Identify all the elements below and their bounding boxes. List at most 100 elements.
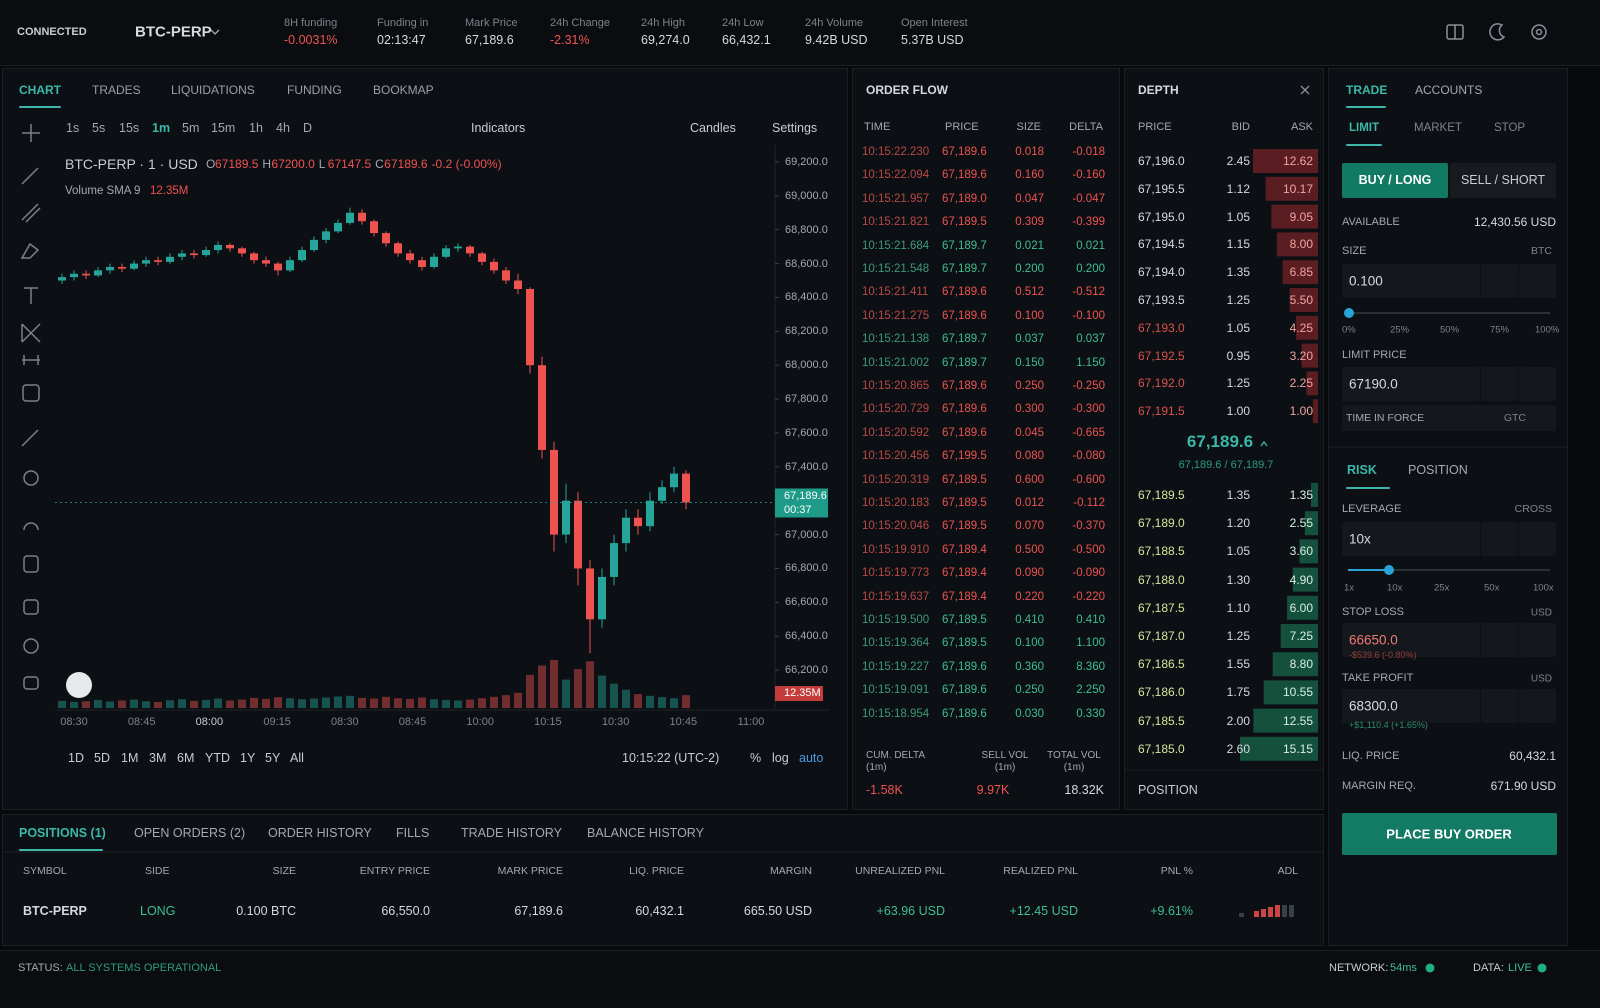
chart-tab[interactable]: BOOKMAP	[373, 83, 434, 97]
leverage-input[interactable]	[1342, 522, 1480, 556]
column-header: PNL %	[1160, 865, 1193, 877]
depth-ask: 2.25	[1289, 376, 1313, 391]
range-button[interactable]: 6M	[177, 751, 195, 765]
leverage-value[interactable]: 10x	[1349, 531, 1371, 547]
place-order-label[interactable]: PLACE BUY ORDER	[1386, 826, 1512, 842]
positions-tab[interactable]: OPEN ORDERS (2)	[134, 826, 246, 840]
interval-button[interactable]: 1m	[152, 121, 171, 135]
position-section[interactable]: POSITION	[1138, 783, 1198, 797]
depth-bar	[1280, 624, 1318, 648]
size-value[interactable]: 0.100	[1349, 273, 1383, 289]
scale-option[interactable]: auto	[799, 751, 824, 765]
interval-button[interactable]: 15m	[211, 121, 236, 135]
interval-button[interactable]: 5m	[182, 121, 200, 135]
chart-tab[interactable]: TRADES	[92, 83, 141, 97]
volume-bar	[154, 701, 162, 708]
range-button[interactable]: 1M	[121, 751, 139, 765]
trade-time: 10:15:18.954	[862, 707, 930, 720]
scale-option[interactable]: %	[750, 751, 762, 765]
trade-tab[interactable]: ACCOUNTS	[1415, 83, 1483, 97]
take-profit-value[interactable]: 68300.0	[1349, 698, 1398, 714]
stop-loss-value[interactable]: 66650.0	[1349, 632, 1398, 648]
range-button[interactable]: 3M	[149, 751, 167, 765]
range-button[interactable]: 5Y	[265, 751, 281, 765]
settings-button[interactable]: Settings	[772, 121, 818, 135]
depth-price: 67,192.0	[1138, 376, 1185, 391]
sell-button[interactable]	[1450, 163, 1556, 198]
order-type-tab[interactable]: MARKET	[1414, 122, 1462, 134]
range-button[interactable]: 5D	[94, 751, 110, 765]
indicators-button[interactable]: Indicators	[471, 121, 526, 135]
volume-bar	[622, 689, 630, 708]
stop-loss-input[interactable]	[1342, 623, 1480, 657]
order-type-tab[interactable]: STOP	[1494, 122, 1526, 134]
plus-button[interactable]	[1519, 623, 1556, 657]
buy-label[interactable]: BUY / LONG	[1358, 173, 1432, 187]
interval-button[interactable]: 15s	[119, 121, 140, 135]
chart-tab[interactable]: LIQUIDATIONS	[171, 83, 255, 97]
interval-button[interactable]: 4h	[276, 121, 290, 135]
positions-tab[interactable]: POSITIONS (1)	[19, 826, 106, 840]
plus-button[interactable]	[1519, 367, 1556, 401]
volume-bar	[250, 697, 258, 708]
field-label: TAKE PROFIT	[1342, 672, 1414, 684]
size-input[interactable]	[1342, 264, 1480, 298]
positions-tab[interactable]: BALANCE HISTORY	[587, 826, 704, 840]
positions-tab[interactable]: ORDER HISTORY	[268, 826, 372, 840]
tab-underline	[19, 106, 61, 108]
interval-button[interactable]: D	[303, 121, 313, 135]
candle-body	[118, 266, 126, 269]
range-button[interactable]: YTD	[205, 751, 230, 765]
trade-delta: 0.021	[1076, 239, 1105, 252]
plus-button[interactable]	[1519, 522, 1556, 556]
depth-bar	[1276, 232, 1318, 257]
field-unit: BTC	[1531, 245, 1552, 257]
chart-style-button[interactable]: Candles	[690, 121, 736, 135]
range-button[interactable]: 1Y	[240, 751, 256, 765]
interval-button[interactable]: 1h	[249, 121, 263, 135]
depth-bid: 1.25	[1226, 376, 1250, 391]
tif-select[interactable]	[1342, 405, 1556, 431]
positions-tab[interactable]: FILLS	[396, 826, 430, 840]
chart-tab[interactable]: CHART	[19, 83, 61, 97]
limit-price-value[interactable]: 67190.0	[1349, 376, 1398, 392]
interval-button[interactable]: 5s	[92, 121, 106, 135]
buy-button[interactable]	[1342, 163, 1448, 198]
minus-button[interactable]	[1481, 367, 1518, 401]
field-unit: USD	[1530, 607, 1552, 619]
trade-delta: -0.600	[1072, 473, 1105, 486]
positions-tab[interactable]: TRADE HISTORY	[461, 826, 562, 840]
ohlc-value: 67200.0	[271, 157, 315, 171]
take-profit-input[interactable]	[1342, 689, 1480, 723]
depth-price: 67,193.5	[1138, 293, 1185, 307]
minus-button[interactable]	[1481, 689, 1518, 723]
minus-button[interactable]	[1481, 264, 1518, 298]
range-button[interactable]: All	[290, 751, 304, 765]
column-header: ADL	[1277, 865, 1298, 877]
margin-mode[interactable]: CROSS	[1514, 503, 1552, 515]
symbol-selector[interactable]: BTC-PERP	[135, 23, 212, 41]
minus-button[interactable]	[1481, 522, 1518, 556]
ohlc-key: L	[318, 157, 326, 171]
interval-button[interactable]: 1s	[66, 121, 80, 135]
depth-price: 67,192.5	[1138, 348, 1185, 363]
range-button[interactable]: 1D	[68, 751, 84, 765]
order-type-tab[interactable]: LIMIT	[1349, 122, 1380, 134]
limit-price-input[interactable]	[1342, 367, 1480, 401]
scale-option[interactable]: log	[772, 751, 789, 765]
depth-ask: 15.15	[1282, 741, 1313, 756]
trade-price: 67,189.6	[942, 309, 987, 322]
minus-button[interactable]	[1481, 623, 1518, 657]
risk-tab[interactable]: RISK	[1347, 463, 1377, 477]
x-tick-label: 08:00	[195, 716, 224, 728]
plus-button[interactable]	[1519, 689, 1556, 723]
place-order-button[interactable]	[1342, 813, 1557, 855]
sell-label[interactable]: SELL / SHORT	[1460, 173, 1546, 187]
chart-tab[interactable]: FUNDING	[287, 83, 342, 97]
plus-button[interactable]	[1519, 264, 1556, 298]
trade-size: 0.021	[1015, 239, 1044, 252]
volume-bar	[562, 679, 570, 708]
risk-tab[interactable]: POSITION	[1408, 463, 1468, 477]
trade-tab[interactable]: TRADE	[1346, 83, 1388, 97]
